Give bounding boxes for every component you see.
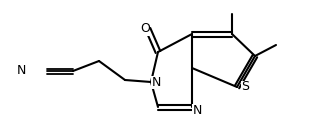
Text: N: N xyxy=(151,75,161,89)
Text: O: O xyxy=(140,22,150,35)
Text: N: N xyxy=(192,103,202,116)
Text: S: S xyxy=(241,81,249,93)
Text: N: N xyxy=(16,65,26,78)
